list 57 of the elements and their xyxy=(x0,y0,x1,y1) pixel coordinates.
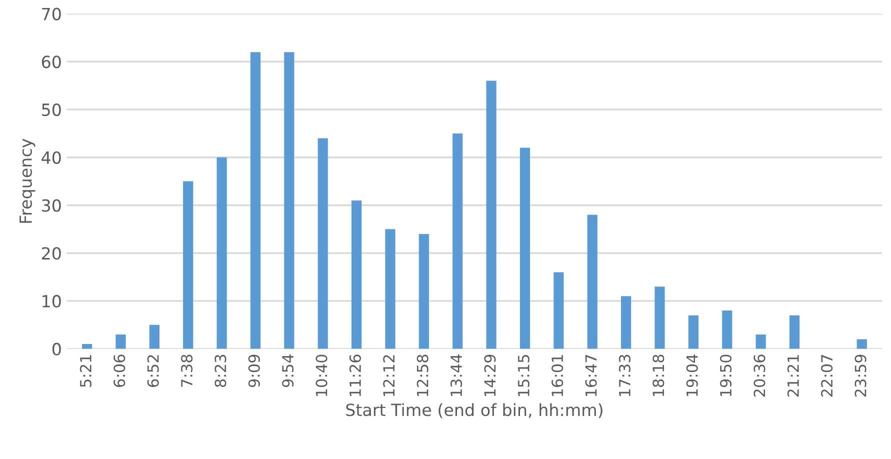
y-tick-label: 70 xyxy=(42,8,61,20)
bar xyxy=(520,148,530,349)
bar xyxy=(688,315,698,349)
bar xyxy=(856,339,867,349)
x-tick-label: 21:21 xyxy=(787,355,799,397)
x-tick-label: 13:44 xyxy=(450,354,462,396)
bar xyxy=(351,200,362,349)
x-tick-label: 7:38 xyxy=(180,354,193,387)
x-tick-label: 5:21 xyxy=(80,355,92,387)
bar xyxy=(722,310,732,349)
y-axis-title: Frequency xyxy=(20,138,36,223)
bar xyxy=(418,234,429,349)
x-tick-label: 17:33 xyxy=(618,354,630,396)
x-tick-label: 12:12 xyxy=(383,355,394,396)
bar xyxy=(149,324,160,349)
y-tick-label: 30 xyxy=(42,199,61,212)
bar xyxy=(284,52,294,349)
x-tick-label: 18:18 xyxy=(652,354,664,396)
y-tick-label: 20 xyxy=(42,247,61,260)
bar xyxy=(789,315,800,349)
x-tick-label: 9:54 xyxy=(282,354,294,388)
y-tick-label: 10 xyxy=(42,294,61,308)
y-tick-label: 50 xyxy=(42,103,61,116)
bar xyxy=(318,138,328,349)
y-tick-label: 60 xyxy=(42,56,61,68)
bar xyxy=(756,334,766,349)
x-tick-label: 8:23 xyxy=(214,354,226,387)
x-tick-label: 6:06 xyxy=(114,354,126,387)
x-tick-label: 9:09 xyxy=(248,354,260,388)
bar xyxy=(554,272,564,349)
x-tick-label: 19:04 xyxy=(686,354,698,396)
bar xyxy=(654,286,665,349)
x-tick-label: 14:29 xyxy=(484,354,496,396)
bar xyxy=(116,334,126,349)
x-tick-label: 16:01 xyxy=(552,355,564,396)
bar xyxy=(250,52,261,349)
y-tick-label: 40 xyxy=(42,151,61,164)
x-tick-label: 12:58 xyxy=(416,354,428,396)
x-tick-label: 22:07 xyxy=(821,355,833,397)
x-tick-label: 15:15 xyxy=(518,355,530,396)
bar xyxy=(216,157,227,349)
bar xyxy=(183,181,194,349)
bar xyxy=(452,133,463,349)
x-tick-label: 19:50 xyxy=(720,354,732,396)
x-tick-label: 16:47 xyxy=(585,355,597,396)
x-axis-title: Start Time (end of bin, hh:mm) xyxy=(346,403,602,418)
bar xyxy=(621,296,632,349)
bar xyxy=(486,80,496,349)
x-tick-label: 20:36 xyxy=(754,354,766,397)
bar xyxy=(385,229,396,349)
bar xyxy=(82,344,92,349)
x-tick-label: 10:40 xyxy=(316,354,328,396)
y-tick-label: 0 xyxy=(52,342,61,356)
x-tick-label: 23:59 xyxy=(854,354,866,397)
bar xyxy=(587,214,598,349)
x-tick-label: 11:26 xyxy=(349,354,361,396)
x-tick-label: 6:52 xyxy=(147,355,159,387)
